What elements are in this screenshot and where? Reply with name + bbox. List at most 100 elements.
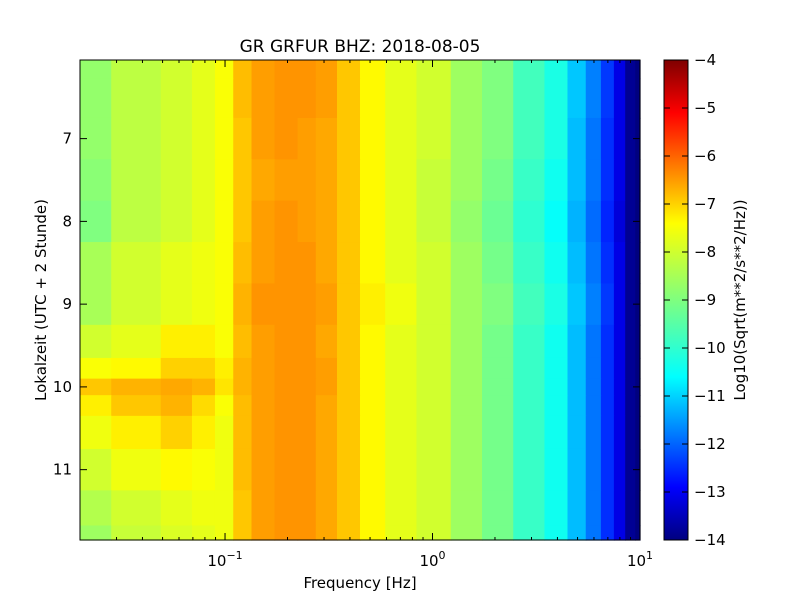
heatmap-cell	[513, 490, 546, 527]
heatmap-cell	[160, 448, 193, 491]
heatmap-cell	[544, 283, 569, 326]
heatmap-cell	[160, 117, 193, 160]
chart-title: GR GRFUR BHZ: 2018-08-05	[240, 37, 481, 57]
heatmap-cell	[635, 415, 641, 450]
heatmap-cell	[482, 200, 514, 243]
heatmap-cell	[360, 200, 386, 243]
y-tick-label: 9	[62, 295, 72, 313]
colorbar-tick-label: −12	[694, 435, 726, 453]
heatmap-cell	[385, 200, 418, 243]
heatmap-cell	[385, 357, 418, 380]
heatmap-cell	[233, 415, 253, 450]
heatmap-cell	[214, 283, 234, 326]
heatmap-cell	[635, 490, 641, 527]
heatmap-cell	[544, 200, 569, 243]
x-axis-ticks: 10−1 100 101	[79, 60, 653, 570]
heatmap-cell	[416, 200, 452, 243]
heatmap-cell	[191, 415, 216, 450]
heatmap-cell	[482, 242, 514, 285]
heatmap-cell	[315, 60, 338, 80]
heatmap-cell	[416, 357, 452, 380]
heatmap-cell	[297, 357, 317, 380]
heatmap-cell	[385, 283, 418, 326]
heatmap-cell	[385, 324, 418, 359]
heatmap-cell	[274, 159, 299, 202]
heatmap-cell	[613, 395, 626, 417]
heatmap-cell	[585, 357, 602, 380]
heatmap-cell	[450, 448, 483, 491]
heatmap-cell	[600, 78, 615, 119]
heatmap-cell	[111, 448, 162, 491]
heatmap-cell	[635, 159, 641, 202]
heatmap-cell	[585, 242, 602, 285]
heatmap-cell	[600, 159, 615, 202]
heatmap-cell	[297, 378, 317, 396]
heatmap-cell	[274, 395, 299, 417]
heatmap-cell	[567, 448, 587, 491]
heatmap-cell	[160, 415, 193, 450]
heatmap-cell	[336, 415, 361, 450]
heatmap-cell	[613, 60, 626, 80]
heatmap-cell	[297, 117, 317, 160]
heatmap-cell	[214, 490, 234, 527]
heatmap-cell	[160, 395, 193, 417]
heatmap-cell	[513, 117, 546, 160]
heatmap-cell	[482, 117, 514, 160]
heatmap-cell	[233, 324, 253, 359]
heatmap-cell	[111, 200, 162, 243]
heatmap-cell	[450, 60, 483, 80]
heatmap-cell	[297, 324, 317, 359]
heatmap-cell	[160, 324, 193, 359]
heatmap-cell	[585, 60, 602, 80]
heatmap-cell	[585, 159, 602, 202]
heatmap-cell	[625, 200, 636, 243]
heatmap-cell	[336, 395, 361, 417]
heatmap-cell	[315, 283, 338, 326]
heatmap-cell	[385, 117, 418, 160]
heatmap-cell	[585, 200, 602, 243]
heatmap-cell	[450, 117, 483, 160]
heatmap-cell	[585, 78, 602, 119]
heatmap-cell	[513, 378, 546, 396]
heatmap-cell	[315, 200, 338, 243]
heatmap-cell	[214, 395, 234, 417]
heatmap-cell	[613, 200, 626, 243]
heatmap-cell	[600, 395, 615, 417]
heatmap-cell	[251, 78, 276, 119]
heatmap-cell	[233, 60, 253, 80]
heatmap-cell	[315, 117, 338, 160]
heatmap-cell	[613, 415, 626, 450]
heatmap-cell	[567, 378, 587, 396]
heatmap-cell	[513, 283, 546, 326]
heatmap-cell	[214, 117, 234, 160]
heatmap-cell	[251, 395, 276, 417]
heatmap-cell	[214, 448, 234, 491]
heatmap-cell	[385, 490, 418, 527]
heatmap-cell	[482, 60, 514, 80]
heatmap-cell	[214, 357, 234, 380]
heatmap-cell	[625, 490, 636, 527]
y-tick-label: 10	[53, 378, 72, 396]
heatmap-cell	[513, 357, 546, 380]
heatmap-cell	[585, 448, 602, 491]
heatmap-cell	[360, 78, 386, 119]
heatmap-cell	[416, 490, 452, 527]
heatmap-cell	[544, 378, 569, 396]
heatmap-cell	[625, 242, 636, 285]
heatmap-cell	[214, 78, 234, 119]
heatmap-cell	[585, 395, 602, 417]
heatmap-cell	[450, 242, 483, 285]
heatmap-cell	[385, 378, 418, 396]
heatmap-cell	[336, 60, 361, 80]
heatmap-cell	[336, 242, 361, 285]
heatmap-cell	[336, 448, 361, 491]
heatmap-cell	[191, 378, 216, 396]
heatmap-cell	[336, 357, 361, 380]
heatmap-cell	[251, 200, 276, 243]
heatmap-cell	[600, 415, 615, 450]
heatmap-cell	[600, 448, 615, 491]
heatmap-cell	[360, 159, 386, 202]
heatmap-cell	[297, 200, 317, 243]
heatmap-cell	[111, 378, 162, 396]
heatmap-cell	[274, 60, 299, 80]
